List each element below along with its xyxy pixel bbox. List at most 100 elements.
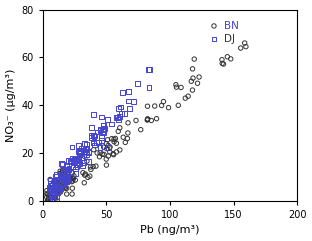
DJ: [89, 136, 94, 140]
BN: [60, 172, 65, 176]
BN: [85, 159, 90, 163]
DJ: [56, 181, 61, 185]
BN: [58, 172, 63, 176]
DJ: [85, 147, 90, 150]
DJ: [86, 160, 91, 163]
BN: [60, 168, 65, 172]
DJ: [94, 141, 99, 145]
DJ: [61, 172, 66, 176]
DJ: [70, 145, 75, 149]
BN: [112, 140, 117, 144]
DJ: [101, 123, 106, 127]
DJ: [102, 127, 107, 130]
BN: [106, 143, 111, 147]
BN: [183, 96, 188, 100]
BN: [152, 104, 157, 108]
BN: [176, 103, 181, 107]
DJ: [65, 172, 70, 176]
BN: [46, 198, 51, 201]
BN: [68, 177, 73, 181]
DJ: [69, 171, 74, 175]
BN: [58, 190, 63, 194]
DJ: [86, 151, 91, 154]
BN: [83, 151, 88, 154]
BN: [71, 176, 76, 180]
DJ: [56, 189, 61, 193]
BN: [50, 183, 55, 187]
BN: [69, 180, 74, 184]
BN: [190, 67, 195, 71]
BN: [54, 180, 59, 183]
BN: [44, 189, 49, 193]
DJ: [80, 164, 85, 167]
DJ: [64, 165, 69, 169]
DJ: [77, 162, 82, 166]
BN: [71, 174, 76, 178]
BN: [87, 174, 92, 178]
BN: [65, 181, 70, 185]
BN: [46, 199, 51, 203]
DJ: [57, 186, 62, 190]
Legend: BN, DJ: BN, DJ: [206, 19, 241, 46]
DJ: [64, 180, 69, 183]
BN: [88, 165, 93, 169]
BN: [117, 148, 122, 152]
DJ: [50, 185, 55, 189]
BN: [59, 175, 64, 179]
BN: [145, 117, 150, 121]
BN: [65, 180, 70, 184]
BN: [107, 150, 112, 154]
BN: [56, 190, 61, 194]
DJ: [57, 177, 62, 181]
DJ: [77, 150, 82, 154]
BN: [62, 185, 67, 189]
BN: [52, 195, 57, 199]
BN: [61, 181, 66, 185]
BN: [166, 106, 171, 110]
BN: [121, 135, 126, 139]
DJ: [70, 156, 75, 160]
DJ: [61, 169, 66, 173]
BN: [111, 137, 116, 141]
DJ: [109, 122, 114, 126]
DJ: [62, 169, 67, 173]
BN: [243, 45, 248, 49]
BN: [63, 172, 68, 175]
DJ: [106, 145, 111, 149]
DJ: [69, 160, 74, 163]
BN: [106, 154, 111, 158]
DJ: [91, 141, 96, 145]
BN: [56, 183, 61, 187]
BN: [45, 199, 50, 203]
DJ: [76, 153, 81, 157]
DJ: [79, 156, 84, 160]
BN: [70, 179, 75, 183]
BN: [114, 150, 119, 154]
DJ: [54, 191, 59, 195]
DJ: [96, 140, 101, 144]
BN: [59, 180, 64, 184]
BN: [46, 194, 51, 198]
DJ: [147, 86, 152, 90]
DJ: [89, 134, 94, 137]
DJ: [105, 117, 110, 121]
BN: [48, 178, 53, 181]
BN: [83, 172, 88, 176]
BN: [55, 199, 60, 203]
BN: [228, 57, 233, 61]
DJ: [49, 192, 54, 196]
DJ: [50, 193, 55, 197]
DJ: [49, 187, 54, 191]
BN: [104, 147, 109, 151]
DJ: [72, 157, 77, 161]
BN: [91, 148, 96, 152]
BN: [108, 145, 113, 149]
DJ: [47, 189, 52, 193]
BN: [197, 75, 202, 79]
BN: [82, 181, 87, 185]
DJ: [48, 178, 53, 182]
BN: [221, 62, 226, 66]
DJ: [76, 156, 80, 160]
DJ: [135, 82, 140, 86]
DJ: [101, 131, 106, 135]
